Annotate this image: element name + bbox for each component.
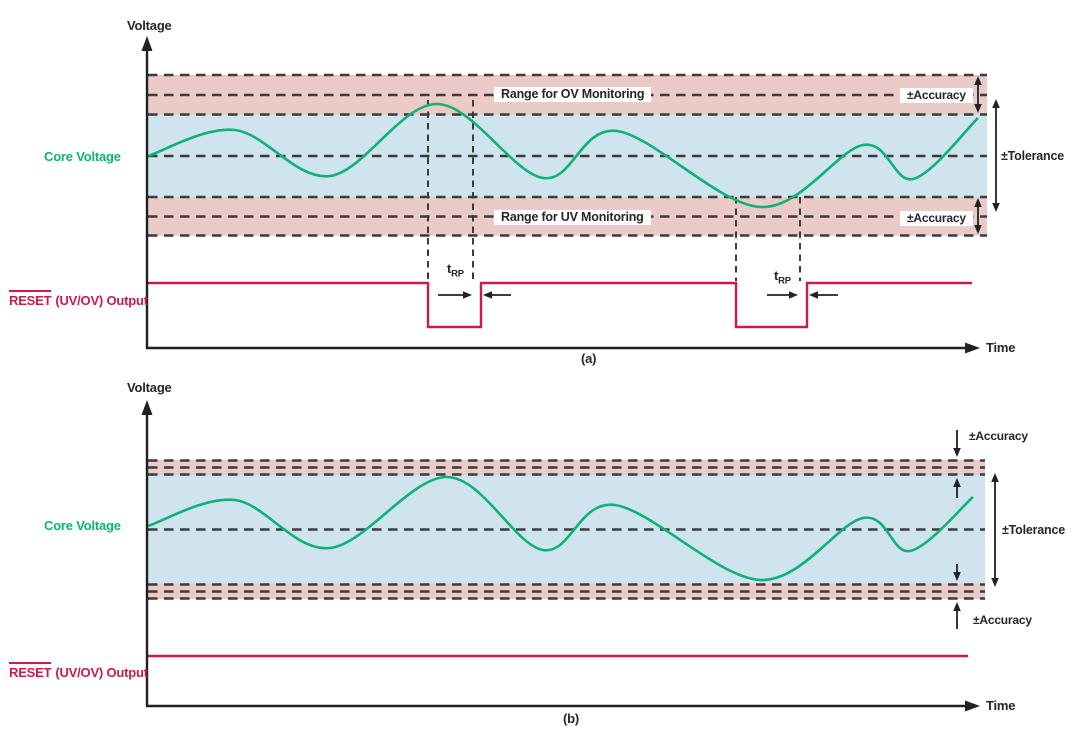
tolerance-label: ±Tolerance: [1002, 523, 1065, 537]
tolerance-label: ±Tolerance: [1001, 149, 1064, 163]
measure-arrowhead: [974, 104, 982, 113]
accuracy-label-ov: ±Accuracy: [900, 88, 973, 103]
trp-subscript: RP: [778, 275, 791, 287]
measure-arrowhead: [992, 203, 1000, 212]
measure-arrowhead: [974, 76, 982, 85]
reset-output-trace: [148, 281, 972, 329]
panel-b-caption: (b): [563, 711, 579, 726]
y-axis-arrowhead: [141, 400, 153, 415]
trp-label-1: tRP: [447, 262, 464, 280]
ov-range-label: Range for OV Monitoring: [494, 87, 652, 103]
uv-range-label: Range for UV Monitoring: [494, 210, 651, 226]
trp-arrowhead: [809, 291, 818, 299]
reset-overline-text: RESET: [9, 662, 52, 680]
accuracy-label-ov: ±Accuracy: [969, 429, 1028, 443]
measure-arrowhead: [974, 225, 982, 234]
panel-b: [141, 400, 999, 712]
reset-output-label: RESET (UV/OV) Output: [9, 290, 148, 308]
measure-arrowhead: [974, 198, 982, 207]
measure-arrowhead: [953, 448, 961, 457]
y-axis-label: Voltage: [127, 380, 172, 395]
panel-a: [141, 36, 1000, 354]
trp-label-2: tRP: [774, 269, 791, 287]
accuracy-label-uv: ±Accuracy: [900, 211, 973, 226]
measure-arrowhead: [992, 99, 1000, 108]
reset-rest-text: (UV/OV) Output: [55, 665, 148, 680]
measure-arrowhead: [953, 478, 961, 487]
trp-arrowhead: [483, 291, 492, 299]
core-voltage-label: Core Voltage: [44, 518, 121, 533]
trp-subscript: RP: [451, 268, 464, 280]
trp-arrowhead: [463, 291, 472, 299]
reset-output-label: RESET (UV/OV) Output: [9, 662, 148, 680]
core-voltage-curve: [147, 475, 974, 582]
core-voltage-curve: [147, 102, 979, 209]
trp-arrowhead: [789, 291, 798, 299]
y-axis-arrowhead: [141, 36, 153, 51]
y-axis-label: Voltage: [127, 18, 172, 33]
reset-rest-text: (UV/OV) Output: [55, 293, 148, 308]
x-axis-arrowhead: [965, 700, 980, 712]
measure-arrowhead: [953, 572, 961, 581]
reset-overline-text: RESET: [9, 290, 52, 308]
x-axis-arrowhead: [965, 342, 980, 354]
panel-a-caption: (a): [581, 351, 597, 366]
measure-arrowhead: [991, 473, 999, 482]
accuracy-label-uv: ±Accuracy: [973, 613, 1032, 627]
measure-arrowhead: [953, 602, 961, 611]
trp-base: t: [447, 261, 452, 276]
core-voltage-label: Core Voltage: [44, 149, 121, 164]
measure-arrowhead: [991, 578, 999, 587]
x-axis-label: Time: [986, 698, 1016, 713]
trp-base: t: [774, 268, 779, 283]
x-axis-label: Time: [986, 340, 1016, 355]
